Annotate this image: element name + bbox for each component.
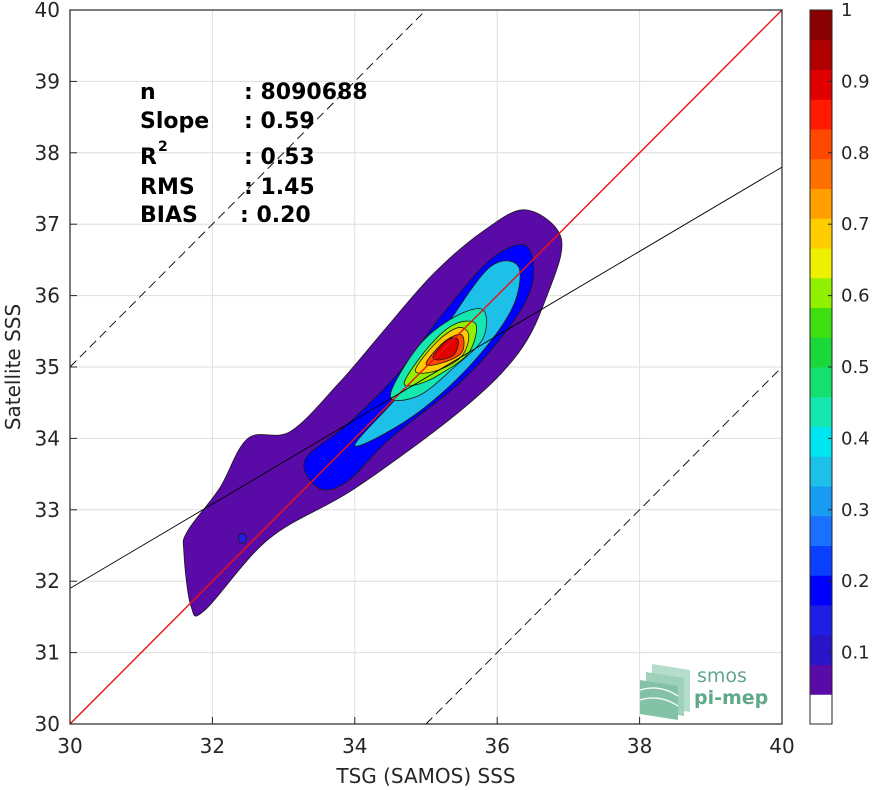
colorbar-band [810,634,832,665]
y-tick-label: 40 [35,0,60,22]
y-tick-label: 39 [35,69,60,93]
stat-r2-superscript: 2 [158,139,168,155]
colorbar-tick-label: 0.3 [841,500,870,521]
colorbar-band [810,575,832,606]
plot-area: 30 32 34 36 38 40 30 31 32 33 34 35 36 37 38 39 40 [35,0,795,758]
colorbar-tick-label: 0.5 [841,357,870,378]
stat-bias-value: : 0.20 [240,203,311,228]
colorbar-tick-label: 0.6 [841,286,870,307]
colorbar-band [810,218,832,249]
colorbar-band [810,248,832,279]
colorbar-band [810,545,832,576]
colorbar-band [810,367,832,398]
stat-slope-label: Slope [140,109,209,134]
smos-pi-mep-logo: smos pi-mep [639,664,768,720]
y-tick-label: 37 [35,212,60,236]
colorbar-bands [810,10,832,725]
colorbar-band [810,486,832,517]
x-tick-label: 40 [769,734,794,758]
colorbar: 0.1 0.2 0.3 0.4 0.5 0.6 0.7 0.8 0.9 1 [809,0,870,725]
colorbar-band [810,39,832,70]
reference-lines [69,9,783,725]
colorbar-tick-label: 0.1 [841,643,870,664]
y-tick-label: 35 [35,355,60,379]
y-tick-label: 34 [35,426,60,450]
contour-blip [237,532,247,544]
colorbar-band [810,129,832,160]
colorbar-tick-label: 1 [841,0,852,21]
colorbar-band [810,515,832,546]
stat-slope-value: : 0.59 [244,109,315,134]
lower_bound-line [425,366,783,725]
colorbar-band [810,337,832,368]
stat-n-label: n [140,80,156,105]
y-axis-label: Satellite SSS [1,304,25,430]
colorbar-band [810,307,832,338]
stat-n-value: : 8090688 [244,80,368,105]
stat-bias-label: BIAS [140,203,198,228]
x-axis-label: TSG (SAMOS) SSS [335,764,515,788]
y-tick-label: 31 [35,641,60,665]
colorbar-tick-label: 0.2 [841,571,870,592]
y-tick-label: 33 [35,498,60,522]
y-ticks: 30 31 32 33 34 35 36 37 38 39 40 [35,0,77,736]
x-tick-label: 34 [342,734,367,758]
colorbar-band [810,69,832,100]
x-tick-label: 30 [57,734,82,758]
colorbar-band [810,396,832,427]
colorbar-ticks: 0.1 0.2 0.3 0.4 0.5 0.6 0.7 0.8 0.9 1 [828,0,870,664]
colorbar-band [810,605,832,636]
x-tick-label: 32 [200,734,225,758]
y-tick-label: 36 [35,284,60,308]
y-tick-label: 30 [35,712,60,736]
colorbar-band [810,694,832,725]
x-tick-label: 38 [627,734,652,758]
stat-r2-value: : 0.53 [244,145,315,170]
colorbar-band [810,426,832,457]
colorbar-tick-label: 0.9 [841,71,870,92]
colorbar-tick-label: 0.4 [841,428,870,449]
logo-text-smos: smos [697,665,747,687]
x-ticks: 30 32 34 36 38 40 [57,717,795,758]
colorbar-band [810,158,832,189]
colorbar-band [810,188,832,219]
x-tick-label: 36 [484,734,509,758]
colorbar-band [810,456,832,487]
colorbar-band [810,99,832,130]
colorbar-tick-label: 0.8 [841,143,870,164]
y-tick-label: 32 [35,569,60,593]
stat-rms-label: RMS [140,175,195,200]
stat-r2-label: R [140,145,157,170]
logo-text-pi-mep: pi-mep [694,687,768,709]
colorbar-tick-label: 0.7 [841,214,870,235]
y-tick-label: 38 [35,141,60,165]
colorbar-band [810,10,832,41]
logo-emblem-icon [639,664,690,720]
colorbar-band [810,277,832,308]
stat-rms-value: : 1.45 [244,175,315,200]
identity-line [69,9,783,725]
colorbar-band [810,664,832,695]
regression-line [69,166,783,589]
stats-box: n : 8090688 Slope : 0.59 R 2 : 0.53 RMS … [140,80,368,228]
upper_bound-line [69,9,427,368]
